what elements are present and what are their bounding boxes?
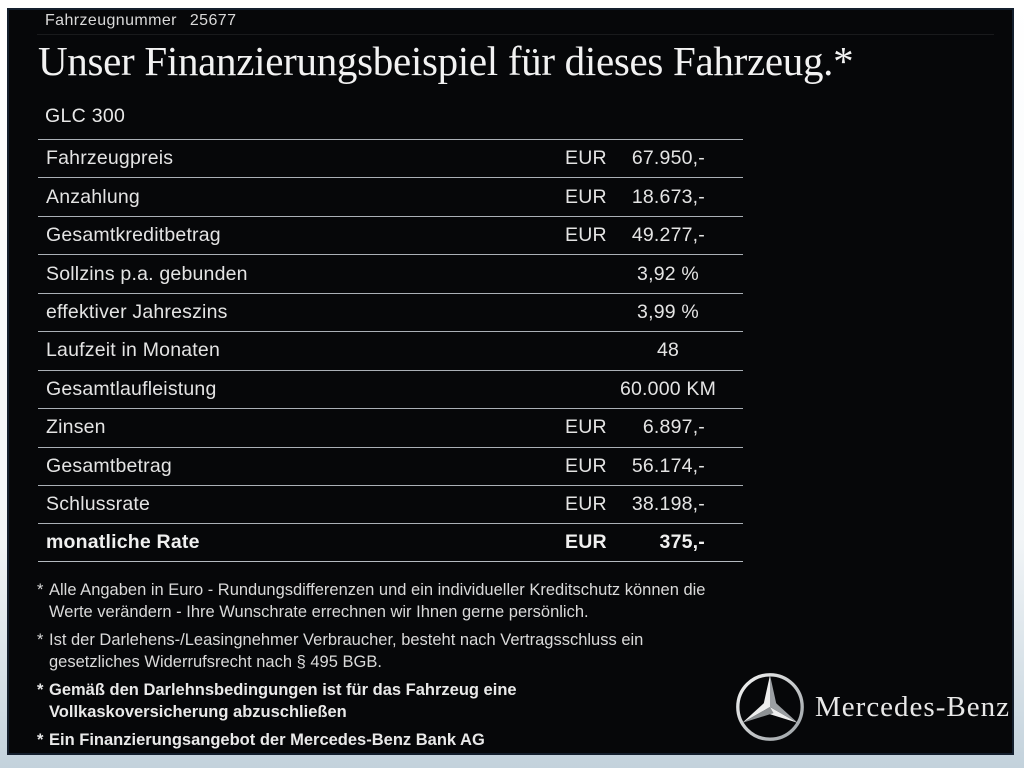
row-value: 3,92 % [637, 262, 699, 285]
row-value: EUR 49.277,- [565, 224, 743, 247]
currency-label: EUR [565, 531, 607, 554]
asterisk-marker: * [37, 681, 44, 699]
currency-label: EUR [565, 454, 607, 477]
row-label: Gesamtbetrag [46, 454, 172, 477]
vehicle-number-value: 25677 [189, 12, 237, 29]
table-row: Gesamtkreditbetrag EUR 49.277,- [38, 215, 743, 254]
row-value: 48 [656, 339, 680, 362]
row-label: Sollzins p.a. gebunden [46, 262, 248, 285]
page-title: Unser Finanzierungsbeispiel für dieses F… [38, 38, 854, 84]
finance-table: Fahrzeugpreis EUR 67.950,- Anzahlung EUR 18.6… [38, 139, 743, 562]
table-row: Anzahlung EUR 18.673,- [38, 177, 743, 215]
footnote-text: Ein Finanzierungsangebot der Mercedes-Be… [49, 731, 485, 749]
row-label: Anzahlung [46, 185, 140, 208]
footnote-text: Ist der Darlehens-/Leasingnehmer Verbrau… [49, 631, 644, 671]
footnote: * Ist der Darlehens-/Leasingnehmer Verbra… [37, 630, 737, 673]
asterisk-marker: * [37, 581, 44, 599]
table-row: Fahrzeugpreis EUR 67.950,- [38, 139, 743, 177]
currency-label: EUR [565, 416, 607, 439]
finance-sheet-panel: Fahrzeugnummer 25677 Unser Finanzierungs… [7, 8, 1014, 755]
row-label: Gesamtkreditbetrag [46, 224, 221, 247]
vehicle-number-label: Fahrzeugnummer [45, 12, 177, 29]
amount: 56.174,- [631, 454, 705, 477]
footnote: * Ein Finanzierungsangebot der Mercedes-B… [37, 730, 737, 752]
row-label: Schlussrate [46, 493, 151, 516]
row-value: EUR 38.198,- [565, 493, 743, 516]
brand-wordmark: Mercedes-Benz [815, 690, 1010, 723]
brand-block: Mercedes-Benz [733, 670, 1010, 744]
vehicle-number: Fahrzeugnummer 25677 [45, 12, 236, 30]
row-value: 3,99 % [637, 300, 699, 323]
row-label: effektiver Jahreszins [46, 300, 228, 323]
currency-label: EUR [565, 493, 607, 516]
header-divider [37, 34, 994, 35]
footnote-text: Alle Angaben in Euro - Rundungsdifferenz… [49, 581, 706, 621]
table-row: Sollzins p.a. gebunden 3,92 % [38, 254, 743, 292]
table-row: Schlussrate EUR 38.198,- [38, 484, 743, 523]
currency-label: EUR [565, 224, 607, 247]
currency-label: EUR [565, 147, 607, 170]
table-row: Laufzeit in Monaten 48 [38, 331, 743, 369]
table-row: Zinsen EUR 6.897,- [38, 408, 743, 446]
footnote: * Gemäß den Darlehnsbedingungen ist für d… [37, 680, 737, 723]
mercedes-star-icon [736, 673, 804, 741]
amount: 18.673,- [631, 185, 705, 208]
vehicle-model: GLC 300 [45, 105, 126, 127]
footnotes: * Alle Angaben in Euro - Rundungsdifferen… [37, 580, 737, 759]
row-value: EUR 18.673,- [565, 186, 743, 209]
amount: 49.277,- [631, 224, 705, 247]
amount: 67.950,- [631, 147, 705, 170]
asterisk-marker: * [37, 631, 44, 649]
asterisk-marker: * [37, 731, 44, 749]
row-label: Gesamtlaufleistung [46, 377, 217, 400]
row-label: monatliche Rate [46, 531, 200, 554]
footnote-text: Gemäß den Darlehnsbedingungen ist für da… [49, 681, 517, 721]
row-label: Laufzeit in Monaten [46, 339, 220, 362]
table-row: effektiver Jahreszins 3,99 % [38, 292, 743, 331]
row-value: EUR 375,- [565, 531, 743, 554]
amount: 38.198,- [631, 493, 705, 516]
row-value: EUR 56.174,- [565, 455, 743, 478]
row-value: 60.000 KM [619, 377, 717, 400]
table-row: Gesamtbetrag EUR 56.174,- [38, 446, 743, 485]
table-row: monatliche Rate EUR 375,- [38, 523, 743, 562]
row-value: EUR 6.897,- [565, 416, 743, 439]
row-label: Zinsen [46, 416, 106, 439]
table-row: Gesamtlaufleistung 60.000 KM [38, 369, 743, 408]
footnote: * Alle Angaben in Euro - Rundungsdifferen… [37, 580, 737, 623]
amount: 375,- [659, 531, 705, 554]
currency-label: EUR [565, 185, 607, 208]
amount: 6.897,- [642, 416, 705, 439]
row-label: Fahrzeugpreis [46, 147, 174, 170]
row-value: EUR 67.950,- [565, 147, 743, 170]
